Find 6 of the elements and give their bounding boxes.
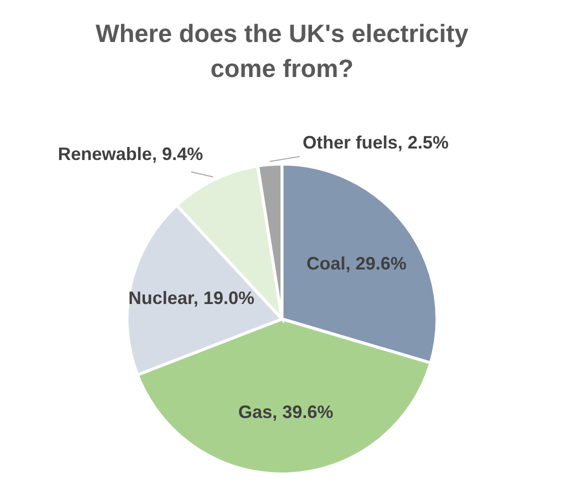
slice-label: Other fuels, 2.5% [302,132,449,152]
slice-label: Renewable, 9.4% [58,144,203,164]
slice-label: Coal, 29.6% [306,253,407,274]
chart-title: Where does the UK's electricity come from? [94,19,470,85]
slice-label: Gas, 39.6% [238,402,334,422]
slice-label: Nuclear, 19.0% [128,288,254,308]
